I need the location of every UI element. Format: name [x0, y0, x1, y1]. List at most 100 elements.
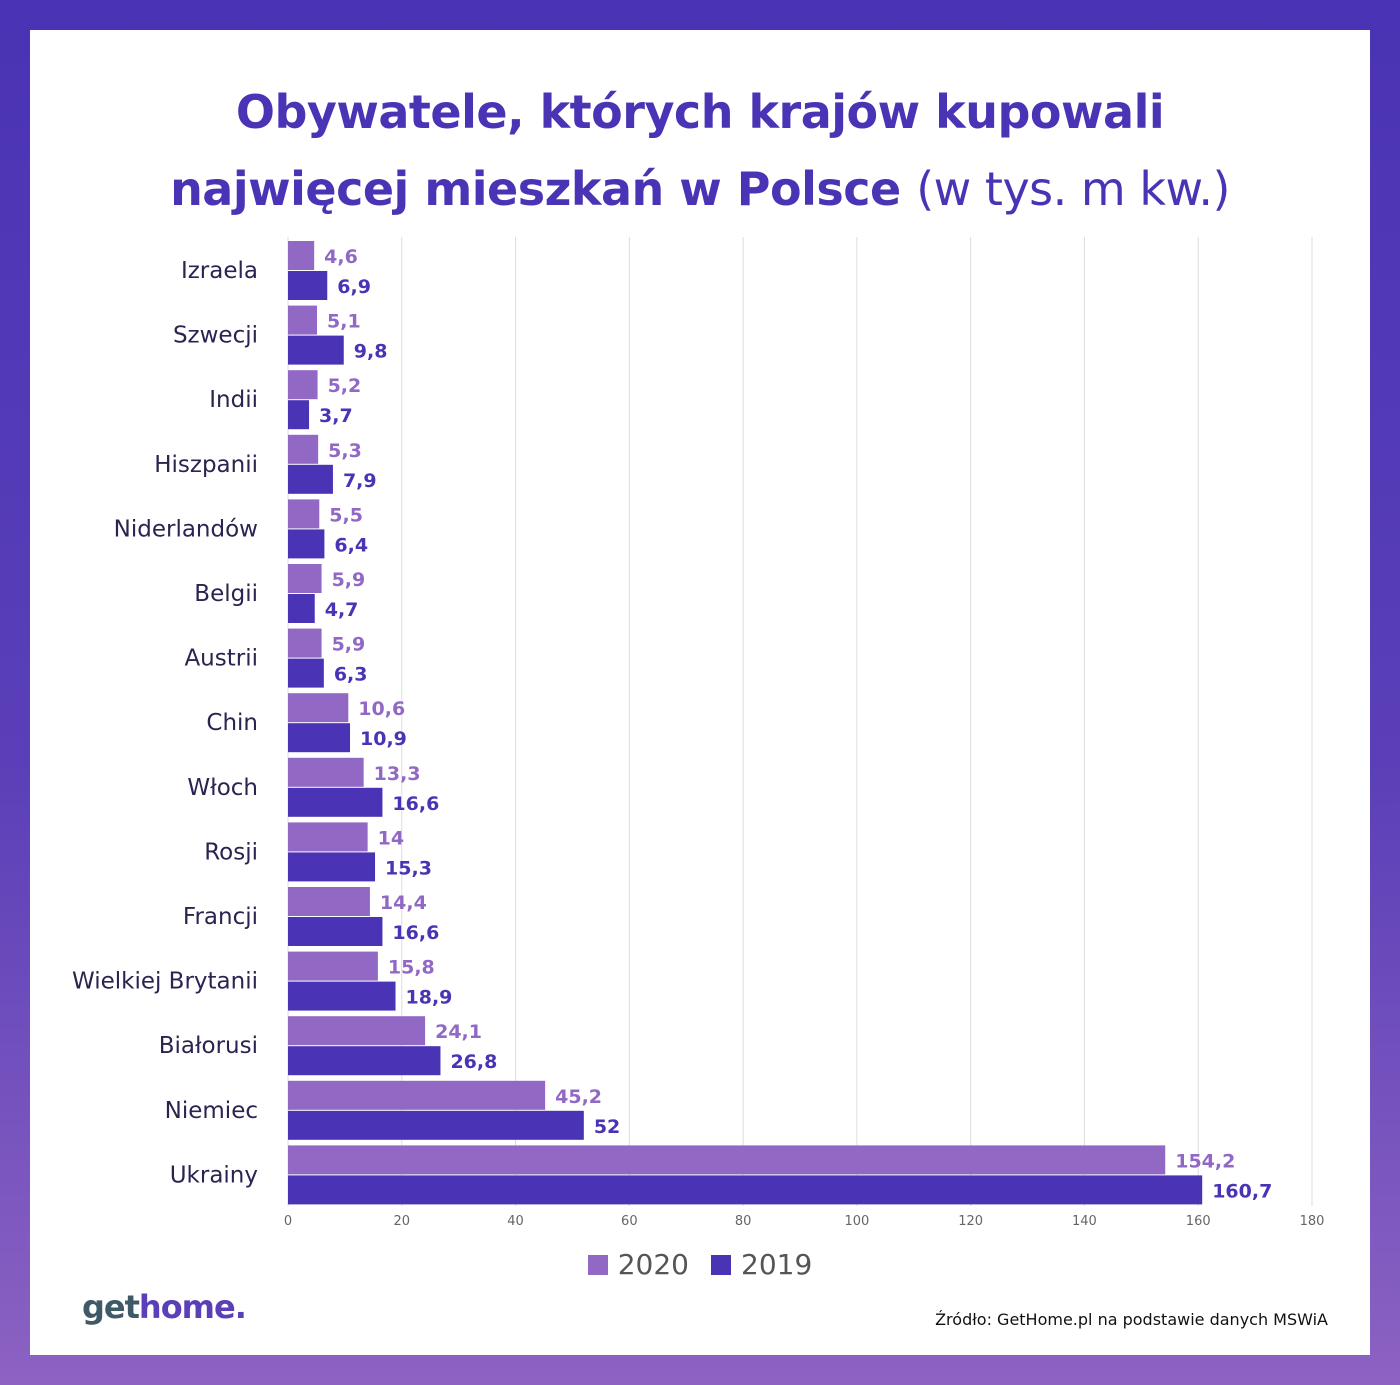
value-label-2020: 5,9 [332, 634, 366, 656]
value-label-2019: 52 [594, 1116, 620, 1138]
category-label: Izraela [181, 258, 258, 284]
value-label-2019: 6,9 [337, 276, 371, 298]
bar-2019 [288, 335, 344, 365]
category-label: Włoch [187, 775, 258, 801]
value-label-2019: 160,7 [1212, 1180, 1272, 1202]
x-tick-label: 80 [735, 1214, 752, 1229]
bar-2020 [288, 1080, 546, 1110]
legend-label-2020: 2020 [617, 1248, 689, 1281]
title-line-2: najwięcej mieszkań w Polsce (w tys. m kw… [30, 151, 1370, 228]
bar-2020 [288, 693, 349, 723]
value-label-2020: 24,1 [435, 1021, 482, 1043]
value-label-2019: 26,8 [450, 1051, 497, 1073]
bar-2019 [288, 271, 328, 300]
bar-2019 [288, 658, 324, 688]
labels: Izraela 4,6 6,9 Szwecji 5,1 9,8 Indii 5,2 3,7 His… [72, 246, 1272, 1202]
value-label-2020: 4,6 [324, 246, 358, 268]
title-line-1: Obywatele, których krajów kupowali [235, 85, 1165, 139]
bar-2020 [288, 434, 319, 464]
value-label-2020: 154,2 [1175, 1150, 1235, 1172]
source-note: Źródło: GetHome.pl na podstawie danych M… [935, 1310, 1328, 1329]
value-label-2020: 14,4 [380, 892, 427, 914]
value-label-2019: 7,9 [343, 470, 377, 492]
bar-2019 [288, 917, 383, 946]
value-label-2019: 18,9 [406, 987, 453, 1009]
value-label-2020: 15,8 [388, 957, 435, 979]
category-label: Indii [209, 387, 258, 413]
category-label: Chin [206, 710, 258, 736]
bar-2019 [288, 1110, 584, 1140]
bar-2019 [288, 723, 351, 753]
value-label-2019: 15,3 [385, 857, 432, 879]
value-label-2020: 5,5 [329, 504, 363, 526]
value-label-2019: 16,6 [392, 793, 439, 815]
bar-2020 [288, 1016, 426, 1046]
logo-part-home: home. [138, 1288, 247, 1326]
x-tick-label: 100 [844, 1214, 869, 1229]
category-label: Hiszpanii [154, 452, 258, 478]
legend: 2020 2019 [30, 1248, 1370, 1281]
category-label: Niderlandów [114, 516, 258, 542]
bar-2020 [288, 887, 370, 916]
value-label-2019: 10,9 [360, 728, 407, 750]
category-label: Wielkiej Brytanii [72, 969, 258, 995]
legend-swatch-2019 [711, 1254, 731, 1275]
bar-2020 [288, 628, 322, 658]
x-tick-label: 60 [621, 1214, 638, 1229]
grid-lines [287, 237, 1313, 1206]
category-label: Rosji [204, 839, 258, 865]
bar-2019 [288, 981, 396, 1011]
category-label: Ukrainy [170, 1162, 258, 1188]
bar-2020 [288, 757, 364, 787]
bar-2019 [288, 594, 315, 623]
legend-item-2019: 2019 [711, 1248, 812, 1281]
bar-2020 [288, 822, 368, 852]
bar-2020 [288, 241, 315, 270]
bar-2019 [288, 400, 310, 430]
value-label-2020: 14 [378, 827, 404, 849]
value-label-2020: 13,3 [374, 763, 421, 785]
value-label-2020: 5,3 [328, 440, 362, 462]
bar-2019 [288, 1046, 441, 1076]
value-label-2019: 6,3 [334, 664, 368, 686]
value-label-2019: 6,4 [334, 534, 368, 556]
bar-2019 [288, 1175, 1203, 1205]
value-label-2020: 5,2 [328, 375, 362, 397]
x-tick-label: 40 [507, 1214, 524, 1229]
x-tick-label: 120 [958, 1214, 983, 1229]
x-axis-ticks: 0 20 40 60 80 100 120 140 160 180 [284, 1214, 1325, 1229]
value-label-2019: 16,6 [392, 922, 439, 944]
bar-2019 [288, 529, 325, 559]
value-label-2019: 4,7 [325, 599, 359, 621]
x-tick-label: 160 [1186, 1214, 1211, 1229]
bar-2019 [288, 787, 383, 817]
value-label-2020: 10,6 [358, 698, 405, 720]
x-tick-label: 0 [284, 1214, 292, 1229]
value-label-2020: 5,1 [327, 311, 361, 333]
x-tick-label: 20 [394, 1214, 411, 1229]
bar-chart: Izraela 4,6 6,9 Szwecji 5,1 9,8 Indii 5,2 3,7 His… [72, 237, 1325, 1229]
x-tick-label: 180 [1300, 1214, 1325, 1229]
bars [288, 241, 1203, 1205]
category-label: Austrii [184, 646, 258, 672]
category-label: Białorusi [159, 1033, 258, 1059]
value-label-2019: 9,8 [354, 341, 388, 363]
value-label-2020: 5,9 [332, 569, 366, 591]
title-unit: (w tys. m kw.) [916, 162, 1230, 216]
bar-2020 [288, 370, 318, 400]
chart-title: Obywatele, których krajów kupowali najwi… [30, 74, 1370, 228]
legend-label-2019: 2019 [741, 1248, 813, 1281]
bar-2019 [288, 464, 333, 494]
bar-2020 [288, 1145, 1166, 1175]
gethome-logo: gethome. [82, 1288, 247, 1326]
category-label: Francji [183, 904, 258, 930]
bar-2019 [288, 852, 376, 882]
bar-2020 [288, 951, 378, 981]
legend-item-2020: 2020 [587, 1248, 689, 1281]
x-tick-label: 140 [1072, 1214, 1097, 1229]
bar-2020 [288, 305, 318, 335]
value-label-2019: 3,7 [319, 405, 353, 427]
chart-card: Obywatele, których krajów kupowali najwi… [30, 30, 1370, 1355]
category-label: Niemiec [165, 1098, 258, 1124]
value-label-2020: 45,2 [555, 1086, 602, 1108]
